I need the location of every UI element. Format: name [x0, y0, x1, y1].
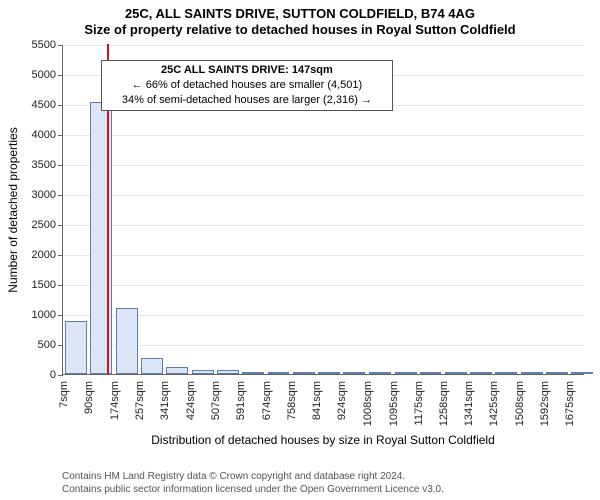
x-tick-label: 1592sqm [539, 381, 551, 426]
gridline [63, 315, 584, 316]
plot-inner: 25C ALL SAINTS DRIVE: 147sqm← 66% of det… [62, 45, 584, 375]
x-tick-label: 924sqm [336, 381, 348, 420]
x-tick-label: 758sqm [286, 381, 298, 420]
histogram-bar [495, 372, 517, 374]
histogram-bar [192, 370, 214, 374]
gridline [63, 45, 584, 46]
footer-line-2: Contains public sector information licen… [62, 483, 444, 496]
y-tick-label: 2000 [32, 249, 62, 261]
histogram-bar [166, 367, 188, 374]
title-line-1: 25C, ALL SAINTS DRIVE, SUTTON COLDFIELD,… [0, 6, 600, 22]
plot-area: 25C ALL SAINTS DRIVE: 147sqm← 66% of det… [62, 45, 584, 375]
histogram-bar [242, 372, 264, 374]
histogram-bar [90, 102, 112, 374]
y-tick-label: 500 [38, 339, 62, 351]
y-tick-label: 1000 [32, 309, 62, 321]
x-tick-label: 174sqm [109, 381, 121, 420]
histogram-bar [318, 372, 340, 374]
gridline [63, 225, 584, 226]
title-line-2: Size of property relative to detached ho… [0, 22, 600, 38]
annotation-title: 25C ALL SAINTS DRIVE: 147sqm [106, 63, 388, 78]
histogram-bar [521, 372, 543, 374]
histogram-bar [445, 372, 467, 374]
footer-line-1: Contains HM Land Registry data © Crown c… [62, 470, 444, 483]
y-tick-label: 3000 [32, 189, 62, 201]
chart-title: 25C, ALL SAINTS DRIVE, SUTTON COLDFIELD,… [0, 0, 600, 39]
attribution-footer: Contains HM Land Registry data © Crown c… [62, 470, 444, 496]
histogram-bar [395, 372, 417, 374]
histogram-bar [217, 370, 239, 374]
histogram-bar [293, 372, 315, 374]
y-tick-label: 5500 [32, 39, 62, 51]
x-tick-label: 424sqm [185, 381, 197, 420]
histogram-bar [65, 321, 87, 374]
x-tick-label: 1425sqm [488, 381, 500, 426]
histogram-bar [141, 358, 163, 374]
y-tick-label: 4500 [32, 99, 62, 111]
gridline [63, 195, 584, 196]
chart-container: 25C, ALL SAINTS DRIVE, SUTTON COLDFIELD,… [0, 0, 600, 500]
histogram-bar [420, 372, 442, 374]
gridline [63, 135, 584, 136]
x-tick-label: 7sqm [58, 381, 70, 408]
x-tick-label: 507sqm [210, 381, 222, 420]
x-tick-label: 1175sqm [413, 381, 425, 425]
histogram-bar [470, 372, 492, 374]
histogram-bar [571, 372, 593, 374]
histogram-bar [116, 308, 138, 374]
x-axis-label: Distribution of detached houses by size … [62, 433, 584, 447]
histogram-bar [343, 372, 365, 374]
annotation-line-2: ← 66% of detached houses are smaller (4,… [106, 78, 388, 93]
x-tick-label: 1508sqm [514, 381, 526, 426]
gridline [63, 255, 584, 256]
gridline [63, 345, 584, 346]
histogram-bar [268, 372, 290, 374]
y-tick-label: 1500 [32, 279, 62, 291]
x-tick-label: 90sqm [83, 381, 95, 414]
x-tick-label: 674sqm [261, 381, 273, 420]
y-tick-label: 5000 [32, 69, 62, 81]
y-axis-label: Number of detached properties [6, 127, 20, 292]
annotation-box: 25C ALL SAINTS DRIVE: 147sqm← 66% of det… [101, 60, 393, 111]
x-tick-label: 257sqm [134, 381, 146, 420]
gridline [63, 165, 584, 166]
x-tick-label: 1675sqm [564, 381, 576, 426]
x-tick-label: 1341sqm [463, 381, 475, 426]
y-tick-label: 3500 [32, 159, 62, 171]
y-tick-label: 2500 [32, 219, 62, 231]
x-tick-label: 1095sqm [388, 381, 400, 426]
x-tick-label: 591sqm [235, 381, 247, 420]
y-tick-label: 0 [50, 369, 62, 381]
x-tick-label: 841sqm [311, 381, 323, 420]
histogram-bar [369, 372, 391, 374]
annotation-line-3: 34% of semi-detached houses are larger (… [106, 93, 388, 108]
x-tick-label: 1258sqm [438, 381, 450, 426]
histogram-bar [546, 372, 568, 374]
y-tick-label: 4000 [32, 129, 62, 141]
x-tick-label: 1008sqm [362, 381, 374, 426]
gridline [63, 285, 584, 286]
x-tick-label: 341sqm [159, 381, 171, 420]
